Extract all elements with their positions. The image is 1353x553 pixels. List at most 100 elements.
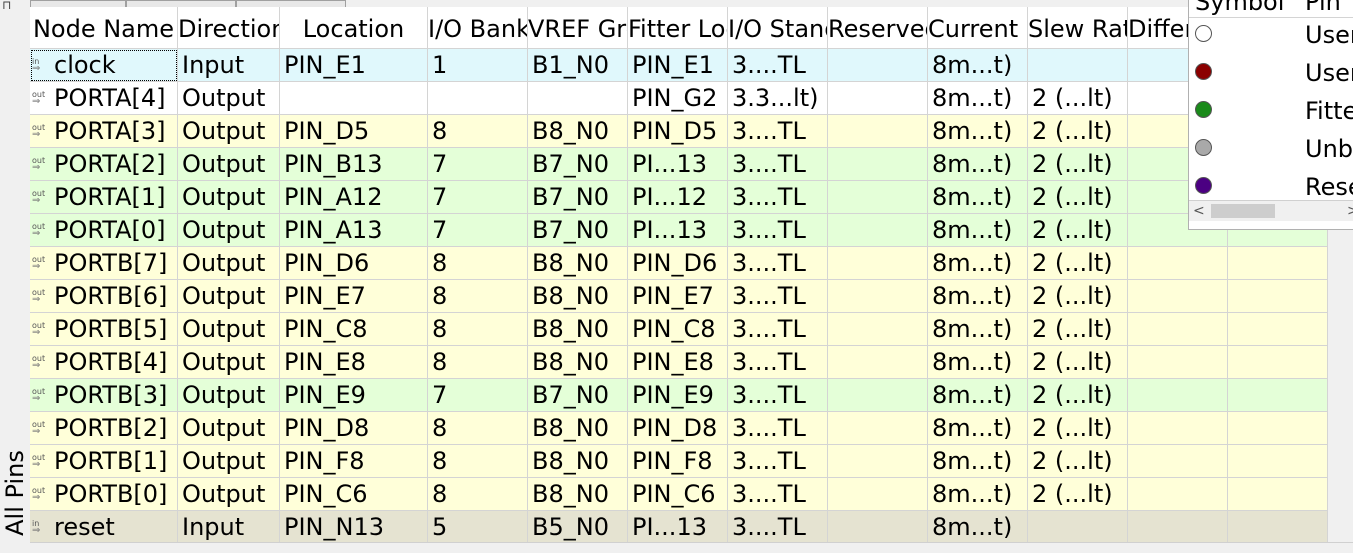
- cell-slew-rate[interactable]: 2 (...lt): [1028, 412, 1128, 445]
- cell-location[interactable]: PIN_E8: [280, 346, 428, 379]
- cell-fitter-location[interactable]: PI...13: [628, 214, 728, 247]
- cell-io-bank[interactable]: 5: [428, 511, 528, 542]
- table-row[interactable]: out ⇒ PORTA[0] Output PIN_A13 7 B7_N0 PI...13 3.…: [30, 214, 1328, 247]
- table-row[interactable]: in ⇒ clock Input PIN_E1 1 B1_N0 PIN_E1 3....TL 8m…: [30, 49, 1328, 82]
- tab[interactable]: [236, 0, 346, 7]
- cell-fitter-location[interactable]: PIN_D5: [628, 115, 728, 148]
- cell-vref-group[interactable]: B8_N0: [528, 412, 628, 445]
- cell-extra[interactable]: [1228, 511, 1328, 542]
- column-header-node-name[interactable]: Node Name: [30, 7, 178, 49]
- cell-direction[interactable]: Output: [178, 280, 280, 313]
- cell-fitter-location[interactable]: PIN_E1: [628, 49, 728, 82]
- cell-extra[interactable]: [1228, 445, 1328, 478]
- cell-location[interactable]: PIN_N13: [280, 511, 428, 542]
- cell-extra[interactable]: [1228, 379, 1328, 412]
- cell-extra[interactable]: [1228, 247, 1328, 280]
- cell-extra[interactable]: [1228, 346, 1328, 379]
- cell-current-strength[interactable]: 8m...t): [928, 247, 1028, 280]
- table-row[interactable]: out ⇒ PORTB[1] Output PIN_F8 8 B8_N0 PIN_F8 3...…: [30, 445, 1328, 478]
- cell-slew-rate[interactable]: [1028, 49, 1128, 82]
- cell-current-strength[interactable]: 8m...t): [928, 313, 1028, 346]
- cell-reserved[interactable]: [828, 214, 928, 247]
- cell-io-standard[interactable]: 3....TL: [728, 478, 828, 511]
- table-row[interactable]: out ⇒ PORTB[7] Output PIN_D6 8 B8_N0 PIN_D6 3...…: [30, 247, 1328, 280]
- cell-current-strength[interactable]: 8m...t): [928, 49, 1028, 82]
- cell-direction[interactable]: Input: [178, 49, 280, 82]
- cell-fitter-location[interactable]: PIN_E7: [628, 280, 728, 313]
- cell-io-standard[interactable]: 3....TL: [728, 511, 828, 542]
- cell-fitter-location[interactable]: PIN_D8: [628, 412, 728, 445]
- column-header-vref-group[interactable]: VREF Group: [528, 7, 628, 49]
- cell-direction[interactable]: Output: [178, 247, 280, 280]
- cell-reserved[interactable]: [828, 280, 928, 313]
- cell-current-strength[interactable]: 8m...t): [928, 412, 1028, 445]
- column-header-io-standard[interactable]: I/O Standard: [728, 7, 828, 49]
- scrollbar-thumb[interactable]: [1211, 204, 1275, 218]
- cell-current-strength[interactable]: 8m...t): [928, 478, 1028, 511]
- cell-node-name[interactable]: out ⇒ PORTB[5]: [30, 313, 178, 346]
- cell-current-strength[interactable]: 8m...t): [928, 181, 1028, 214]
- cell-node-name[interactable]: out ⇒ PORTB[7]: [30, 247, 178, 280]
- cell-vref-group[interactable]: B7_N0: [528, 214, 628, 247]
- cell-io-bank[interactable]: 8: [428, 115, 528, 148]
- cell-differential-pair[interactable]: [1128, 412, 1228, 445]
- cell-reserved[interactable]: [828, 346, 928, 379]
- cell-node-name[interactable]: in ⇒ reset: [30, 511, 178, 542]
- cell-vref-group[interactable]: B7_N0: [528, 148, 628, 181]
- cell-location[interactable]: PIN_B13: [280, 148, 428, 181]
- cell-direction[interactable]: Output: [178, 478, 280, 511]
- cell-current-strength[interactable]: 8m...t): [928, 280, 1028, 313]
- cell-io-bank[interactable]: 7: [428, 181, 528, 214]
- cell-reserved[interactable]: [828, 148, 928, 181]
- pin-panel-icon[interactable]: ⊓: [2, 0, 12, 12]
- cell-direction[interactable]: Output: [178, 445, 280, 478]
- cell-direction[interactable]: Output: [178, 379, 280, 412]
- cell-current-strength[interactable]: 8m...t): [928, 445, 1028, 478]
- table-row[interactable]: in ⇒ reset Input PIN_N13 5 B5_N0 PI...13 3....TL…: [30, 511, 1328, 542]
- cell-vref-group[interactable]: B8_N0: [528, 247, 628, 280]
- cell-reserved[interactable]: [828, 445, 928, 478]
- cell-io-standard[interactable]: 3....TL: [728, 445, 828, 478]
- cell-current-strength[interactable]: 8m...t): [928, 511, 1028, 542]
- cell-io-standard[interactable]: 3....TL: [728, 247, 828, 280]
- cell-node-name[interactable]: out ⇒ PORTB[1]: [30, 445, 178, 478]
- cell-io-bank[interactable]: 8: [428, 478, 528, 511]
- cell-vref-group[interactable]: B8_N0: [528, 445, 628, 478]
- cell-location[interactable]: PIN_E1: [280, 49, 428, 82]
- cell-extra[interactable]: [1228, 280, 1328, 313]
- cell-extra[interactable]: [1228, 313, 1328, 346]
- cell-node-name[interactable]: out ⇒ PORTA[1]: [30, 181, 178, 214]
- cell-io-bank[interactable]: 8: [428, 247, 528, 280]
- cell-location[interactable]: PIN_C8: [280, 313, 428, 346]
- cell-reserved[interactable]: [828, 82, 928, 115]
- cell-slew-rate[interactable]: 2 (...lt): [1028, 379, 1128, 412]
- cell-current-strength[interactable]: 8m...t): [928, 82, 1028, 115]
- cell-direction[interactable]: Output: [178, 115, 280, 148]
- cell-current-strength[interactable]: 8m...t): [928, 346, 1028, 379]
- cell-slew-rate[interactable]: 2 (...lt): [1028, 82, 1128, 115]
- cell-node-name[interactable]: out ⇒ PORTB[3]: [30, 379, 178, 412]
- cell-extra[interactable]: [1228, 478, 1328, 511]
- cell-fitter-location[interactable]: PIN_C8: [628, 313, 728, 346]
- cell-direction[interactable]: Output: [178, 214, 280, 247]
- cell-differential-pair[interactable]: [1128, 313, 1228, 346]
- cell-fitter-location[interactable]: PI...13: [628, 511, 728, 542]
- cell-vref-group[interactable]: B8_N0: [528, 115, 628, 148]
- cell-slew-rate[interactable]: 2 (...lt): [1028, 181, 1128, 214]
- table-horizontal-scrollbar[interactable]: [30, 542, 1353, 553]
- scroll-right-icon[interactable]: >: [1347, 201, 1353, 221]
- table-row[interactable]: out ⇒ PORTB[3] Output PIN_E9 7 B7_N0 PIN_E9 3...…: [30, 379, 1328, 412]
- cell-io-bank[interactable]: 7: [428, 379, 528, 412]
- cell-io-bank[interactable]: 8: [428, 412, 528, 445]
- cell-vref-group[interactable]: B5_N0: [528, 511, 628, 542]
- cell-node-name[interactable]: out ⇒ PORTB[0]: [30, 478, 178, 511]
- cell-reserved[interactable]: [828, 412, 928, 445]
- cell-io-standard[interactable]: 3....TL: [728, 148, 828, 181]
- cell-slew-rate[interactable]: 2 (...lt): [1028, 115, 1128, 148]
- cell-slew-rate[interactable]: 2 (...lt): [1028, 247, 1128, 280]
- cell-io-bank[interactable]: 8: [428, 445, 528, 478]
- cell-reserved[interactable]: [828, 49, 928, 82]
- cell-slew-rate[interactable]: 2 (...lt): [1028, 478, 1128, 511]
- cell-io-standard[interactable]: 3....TL: [728, 346, 828, 379]
- cell-differential-pair[interactable]: [1128, 280, 1228, 313]
